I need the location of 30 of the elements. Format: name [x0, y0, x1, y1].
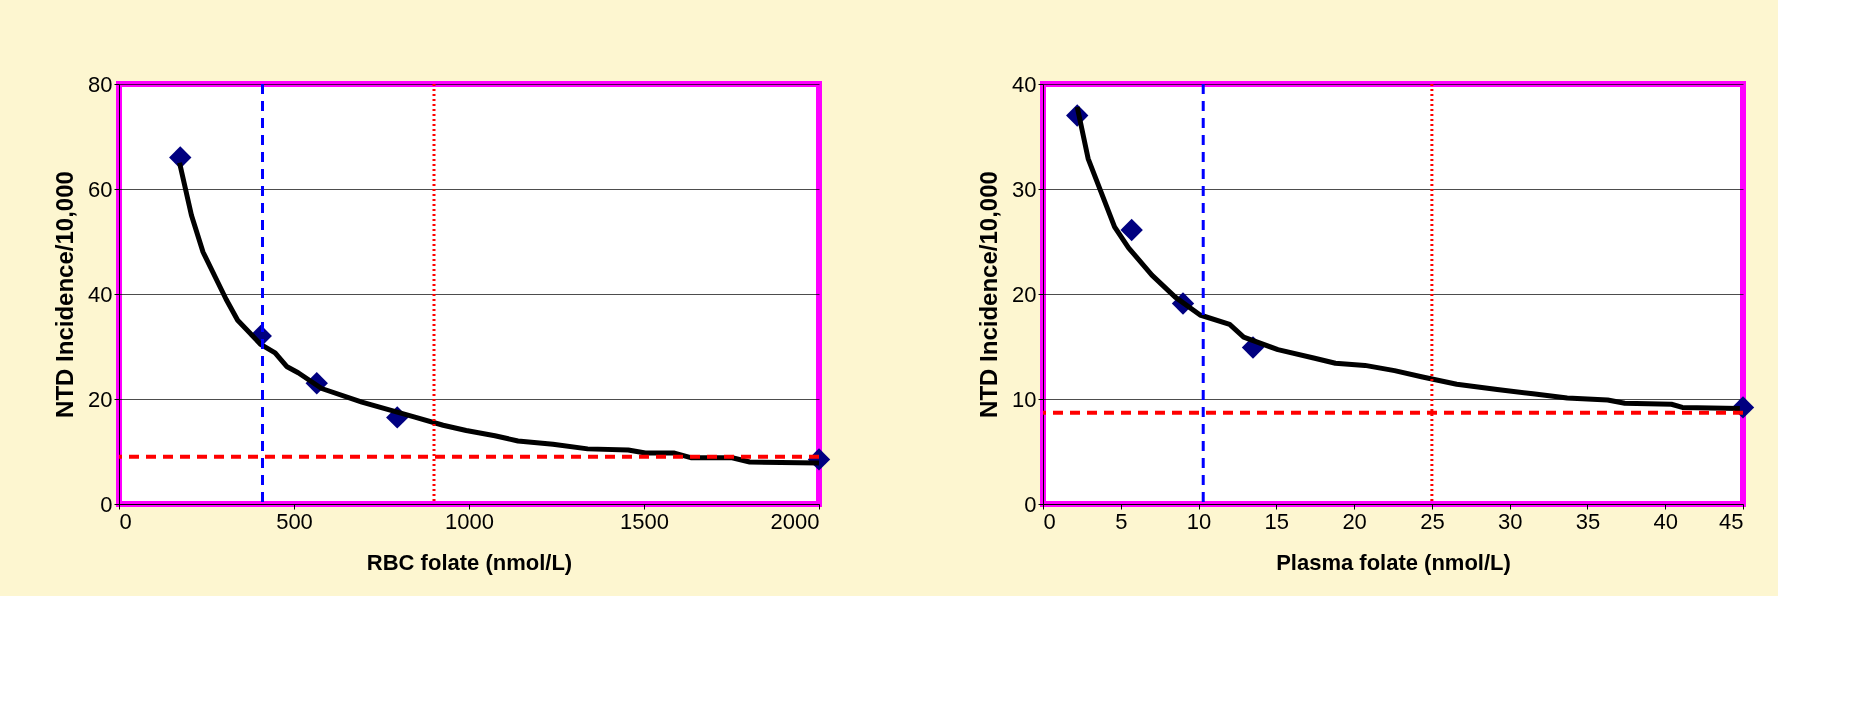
x-axis-title: Plasma folate (nmol/L): [1276, 549, 1511, 575]
y-axis-title: NTD Incidence/10,000: [51, 171, 79, 418]
x-tick-label: 20: [1342, 508, 1367, 534]
y-axis-title: NTD Incidence/10,000: [975, 171, 1003, 418]
y-tick-label: 40: [88, 281, 113, 307]
y-tick-label: 20: [1012, 281, 1037, 307]
x-tick-label: 40: [1653, 508, 1678, 534]
y-tick-label: 40: [1012, 71, 1037, 97]
x-axis-title: RBC folate (nmol/L): [366, 549, 573, 575]
y-tick-label: 30: [1012, 176, 1037, 202]
point: [1120, 218, 1143, 242]
x-tick-label: 15: [1264, 508, 1290, 534]
y-tick-label: 0: [1024, 491, 1037, 517]
x-tick-label: 500: [276, 508, 313, 534]
y-tick-label: 20: [88, 386, 113, 412]
y-tick-label: 0: [100, 491, 113, 517]
x-tick-label: 5: [1115, 508, 1128, 534]
x-tick-label: 0: [119, 508, 132, 534]
x-tick-label: 1000: [445, 508, 494, 534]
x-tick-label: 35: [1575, 508, 1601, 534]
x-tick-label: 0: [1043, 508, 1056, 534]
y-tick-label: 60: [88, 176, 113, 202]
x-tick-label: 2000: [770, 508, 820, 534]
y-tick-label: 10: [1012, 386, 1037, 412]
x-tick-label: 30: [1497, 508, 1523, 534]
x-tick-label: 1500: [620, 508, 669, 534]
x-tick-label: 10: [1186, 508, 1212, 534]
y-tick-label: 80: [88, 71, 113, 97]
x-tick-label: 25: [1420, 508, 1445, 534]
x-tick-label: 45: [1719, 508, 1744, 534]
